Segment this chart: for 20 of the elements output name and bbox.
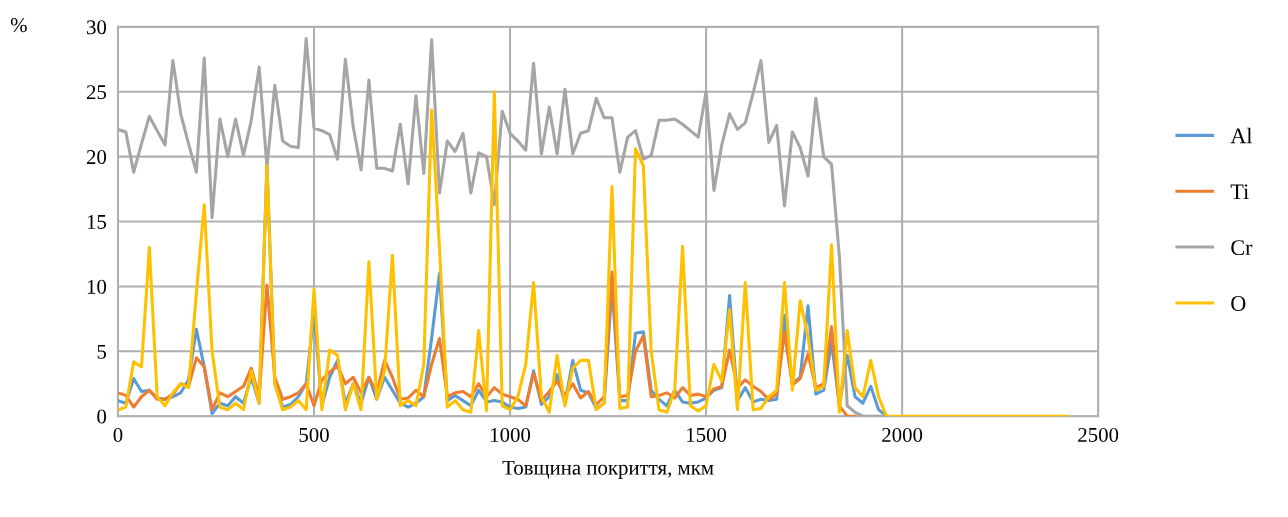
y-tick-label: 10 — [87, 279, 107, 294]
y-tick-label: 5 — [97, 344, 107, 359]
y-tick-label: 15 — [87, 215, 107, 229]
x-tick-label: 2000 — [882, 427, 923, 442]
y-tick-label: 0 — [97, 409, 107, 424]
x-tick-label: 2500 — [1078, 427, 1119, 442]
line-series — [117, 90, 1069, 417]
x-tick-label: 1500 — [687, 427, 727, 442]
x-axis-title: Товщина покриття, мкм — [502, 460, 714, 479]
x-tick-label: 0 — [113, 427, 123, 442]
y-tick-label: 20 — [86, 150, 107, 165]
y-tick-label: 30 — [87, 20, 107, 35]
y-tick-label: 25 — [86, 85, 107, 100]
legend-label: Ti — [1230, 184, 1249, 200]
legend-label: Al — [1230, 127, 1253, 144]
x-tick-label: 500 — [299, 427, 329, 442]
y-axis-title: % — [10, 18, 27, 33]
x-tick-label: 1000 — [491, 427, 531, 442]
legend-label: O — [1231, 296, 1246, 311]
legend-label: Cr — [1231, 240, 1253, 256]
